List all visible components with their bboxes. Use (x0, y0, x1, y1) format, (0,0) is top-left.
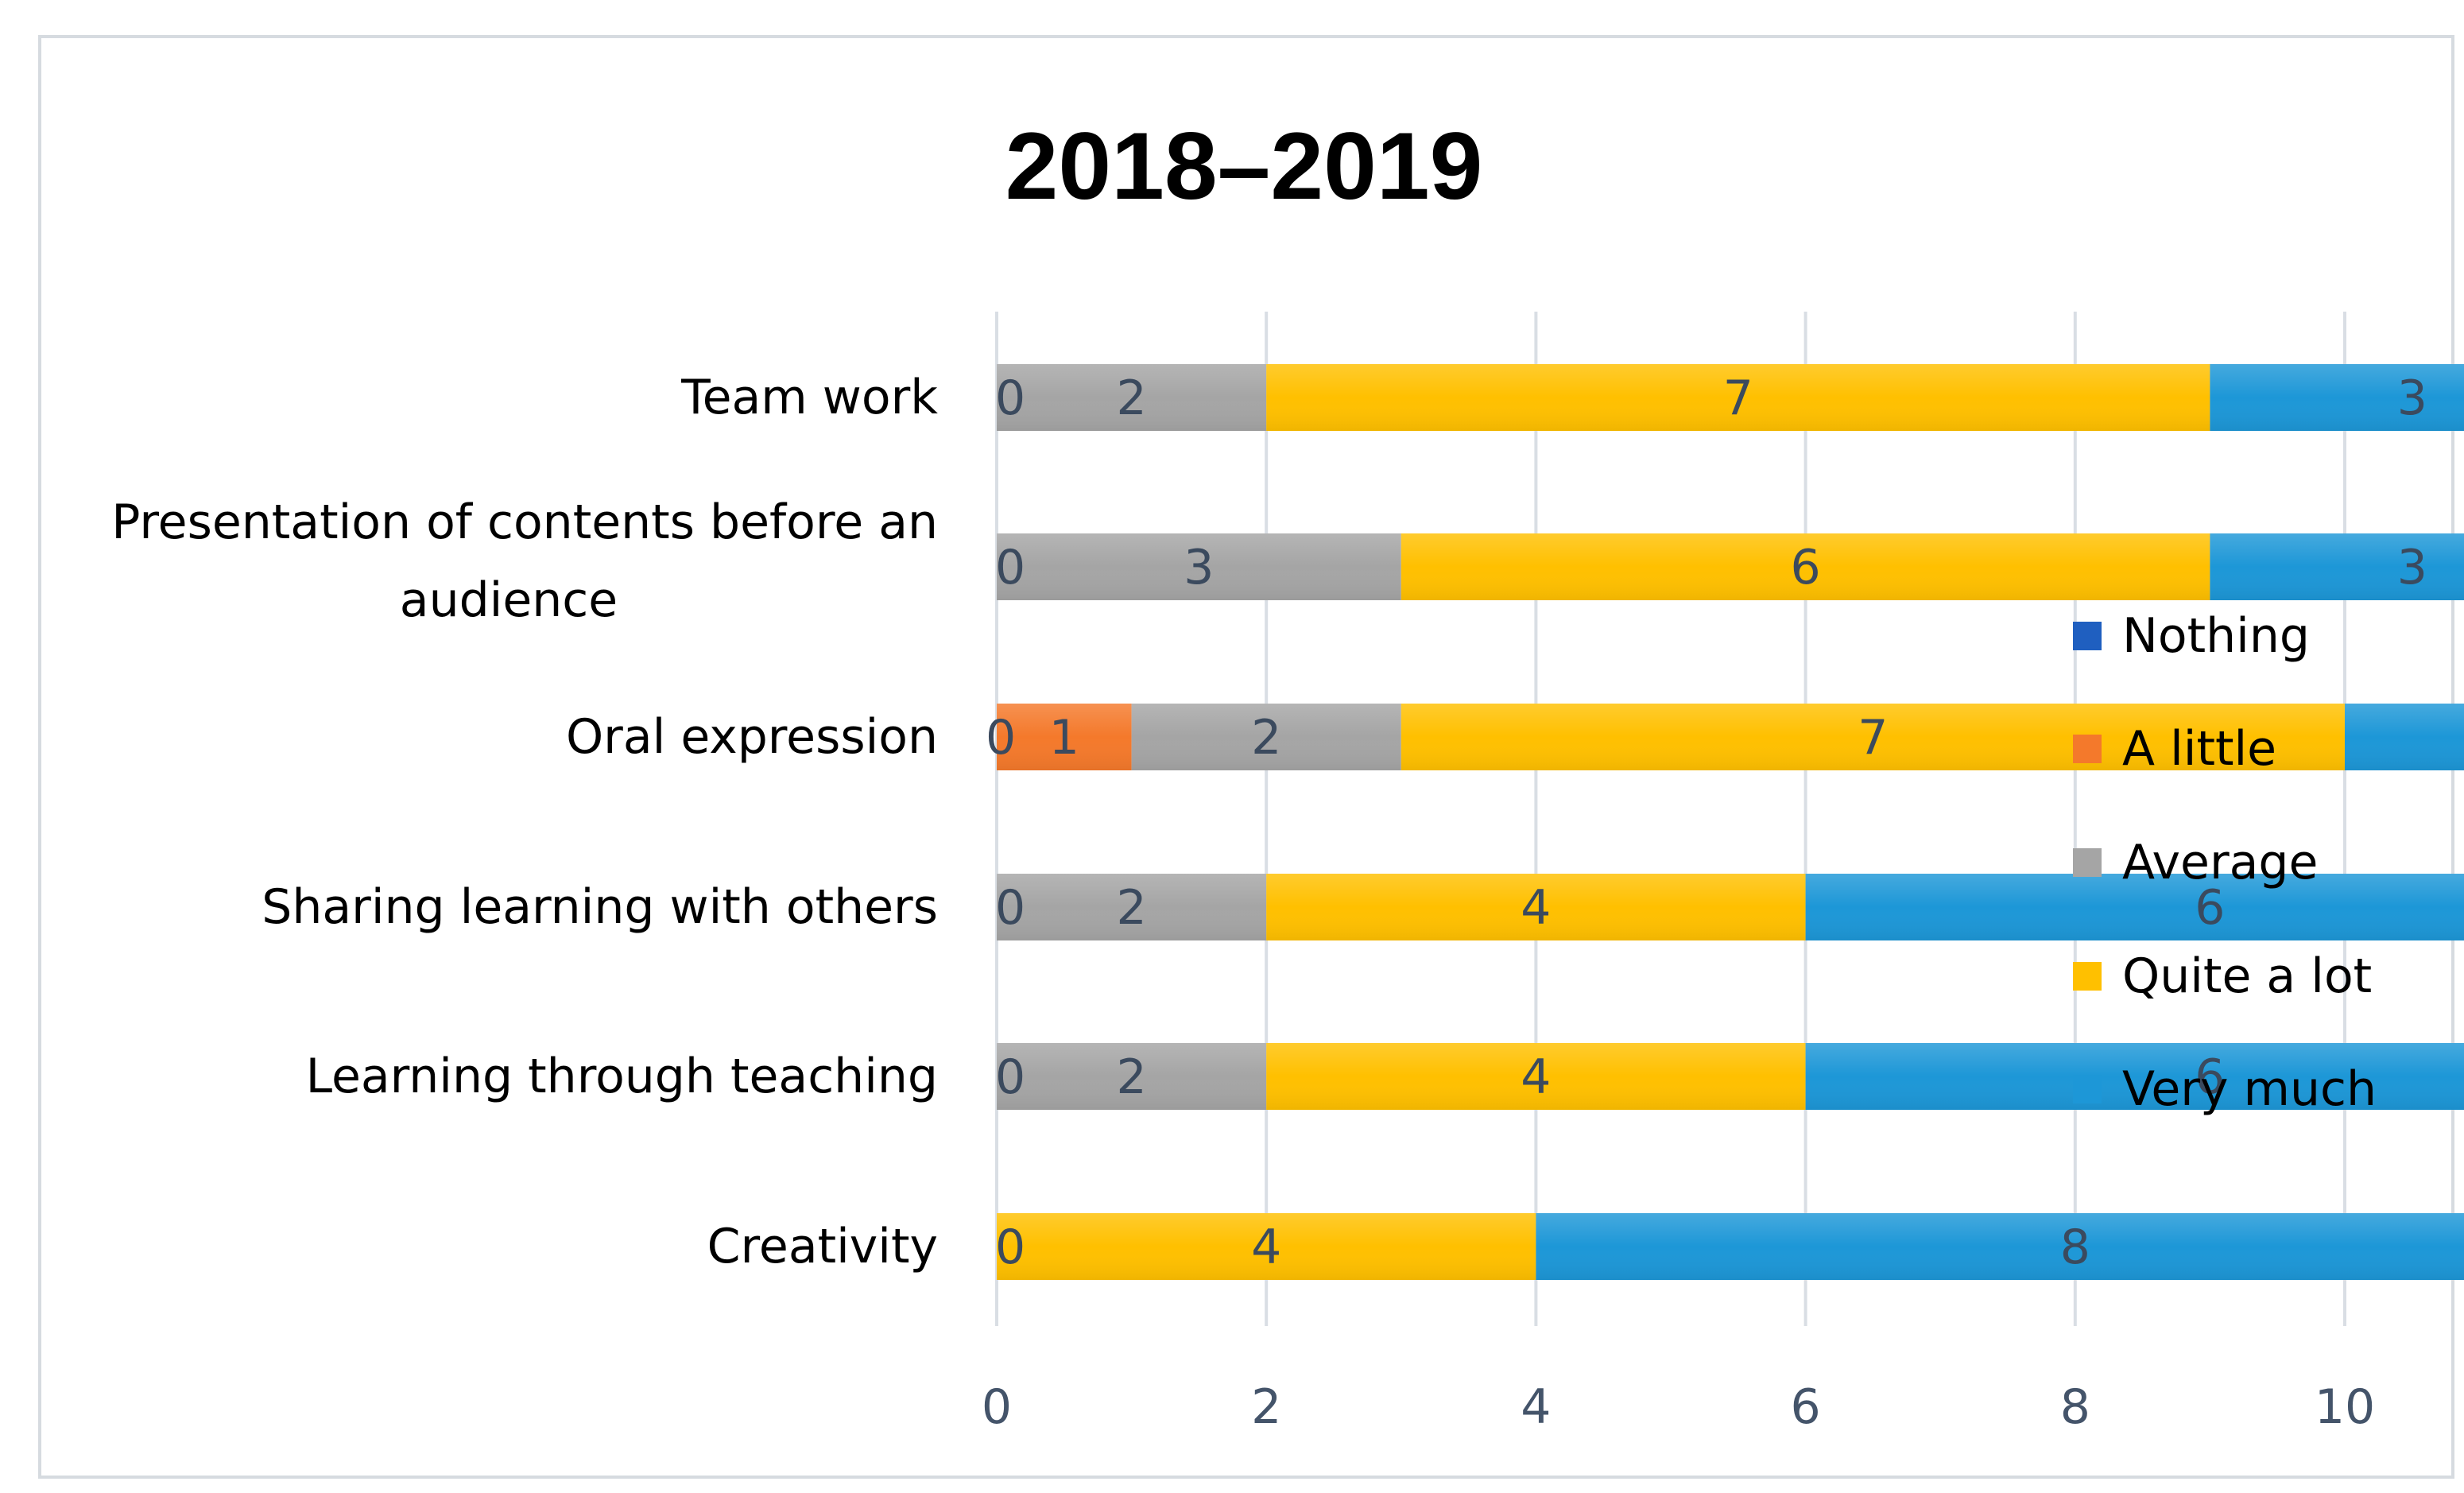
bar-segment-sheen (1401, 704, 2345, 770)
bar-segment-sheen (2210, 364, 2464, 431)
legend-label: Nothing (2122, 608, 2310, 664)
bar-segment-sheen (1266, 364, 2210, 431)
data-label-quite-a-lot: 7 (1723, 370, 1753, 426)
data-label-nothing: 0 (986, 710, 1016, 766)
bar-segment-sheen (997, 1043, 1267, 1110)
bar-segment-sheen (1536, 1213, 2464, 1280)
data-label-a-little: 1 (1049, 710, 1079, 766)
data-label-very-much: 6 (2195, 1049, 2225, 1105)
x-tick-label: 4 (1521, 1379, 1551, 1435)
legend-swatch-nothing (2073, 622, 2102, 650)
legend-label: Very much (2122, 1061, 2377, 1117)
category-label: Creativity (707, 1219, 938, 1274)
bar-segment-sheen (997, 704, 1132, 770)
data-label-very-much: 3 (2397, 540, 2427, 595)
bar-segment-sheen (997, 874, 1267, 940)
legend-label: Quite a lot (2122, 948, 2372, 1004)
data-label-quite-a-lot: 6 (1791, 540, 1821, 595)
data-label-very-much: 6 (2195, 880, 2225, 936)
bar-segment-sheen (997, 364, 1267, 431)
category-label: Team work (680, 370, 938, 425)
chart-title: 2018–2019 (1005, 113, 1483, 219)
data-label-very-much: 8 (2060, 1220, 2090, 1275)
data-label-nothing: 0 (995, 1049, 1025, 1105)
x-tick-label: 8 (2060, 1379, 2090, 1435)
data-label-very-much: 3 (2397, 370, 2427, 426)
category-label: Oral expression (566, 709, 938, 765)
category-axis-labels: Team work Presentation of contents before… (111, 370, 938, 1274)
bar-segment-sheen (2345, 704, 2464, 770)
bars (997, 364, 2464, 1280)
legend-swatch-a-little (2073, 735, 2102, 763)
legend-swatch-very-much (2073, 1075, 2102, 1103)
data-labels: 027303630127202460246048 (986, 370, 2427, 1275)
data-label-quite-a-lot: 4 (1251, 1220, 1281, 1275)
data-label-nothing: 0 (995, 1220, 1025, 1275)
bar-segment-sheen (1805, 874, 2464, 940)
data-label-nothing: 0 (995, 540, 1025, 595)
category-label: Learning through teaching (306, 1049, 938, 1104)
bar-segment-sheen (997, 533, 1401, 600)
x-tick-label: 0 (982, 1379, 1012, 1435)
legend: Nothing A little Average Quite a lot Very mu… (2073, 608, 2377, 1117)
value-axis-ticks: 02468101214 (982, 1379, 2375, 1435)
data-label-quite-a-lot: 4 (1521, 1049, 1551, 1105)
data-label-quite-a-lot: 7 (1858, 710, 1888, 766)
data-label-nothing: 0 (995, 880, 1025, 936)
data-label-average: 2 (1117, 1049, 1147, 1105)
data-label-average: 2 (1251, 710, 1281, 766)
category-label: Presentation of contents before an (111, 494, 938, 550)
data-label-average: 2 (1117, 370, 1147, 426)
bar-segment-sheen (1401, 533, 2210, 600)
x-tick-label: 2 (1251, 1379, 1281, 1435)
bar-segment-sheen (1131, 704, 1401, 770)
category-label: Sharing learning with others (262, 879, 938, 935)
bar-segment-sheen (1266, 1043, 1806, 1110)
bar-segment-sheen (997, 1213, 1536, 1280)
legend-swatch-quite-a-lot (2073, 962, 2102, 991)
category-label-line2: audience (400, 572, 618, 628)
legend-label: Average (2122, 835, 2318, 890)
bar-segment-sheen (2210, 533, 2464, 600)
grid-lines (995, 312, 2346, 1326)
x-tick-label: 10 (2315, 1379, 2375, 1435)
bar-segment-sheen (1805, 1043, 2464, 1110)
legend-swatch-average (2073, 848, 2102, 877)
data-label-nothing: 0 (995, 370, 1025, 426)
legend-label: A little (2122, 721, 2276, 777)
data-label-quite-a-lot: 4 (1521, 880, 1551, 936)
x-tick-label: 6 (1791, 1379, 1821, 1435)
data-label-average: 2 (1117, 880, 1147, 936)
data-label-average: 3 (1184, 540, 1214, 595)
bar-segment-sheen (1266, 874, 1806, 940)
